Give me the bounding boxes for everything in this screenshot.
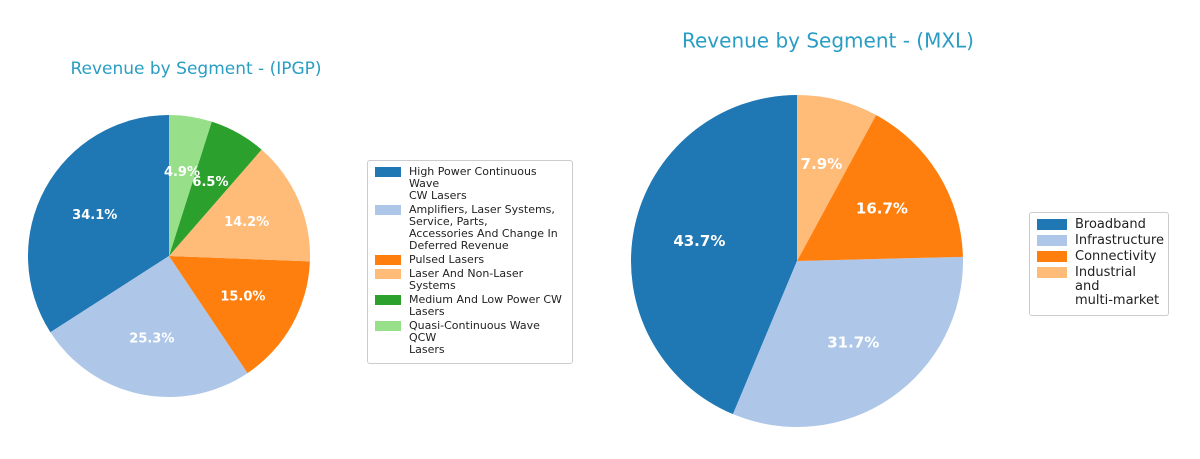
legend: High Power Continuous Wave CW Lasers Ampl…	[367, 160, 573, 364]
legend-label: Laser And Non-Laser Systems	[409, 267, 524, 292]
pie-slice	[169, 121, 262, 256]
legend-item: High Power Continuous Wave CW Lasers	[375, 166, 565, 202]
legend-item: Industrial and multi-market	[1037, 266, 1161, 308]
slice-label: 15.0%	[220, 290, 265, 305]
legend-label: Quasi-Continuous Wave QCW Lasers	[409, 319, 540, 356]
pie-slice	[630, 95, 797, 415]
legend-swatch	[1037, 267, 1067, 278]
legend-swatch	[375, 205, 401, 215]
slice-label: 31.7%	[827, 334, 879, 352]
legend-label: Industrial and multi-market	[1075, 265, 1160, 308]
slice-label: 7.9%	[801, 155, 843, 173]
legend-swatch	[1037, 235, 1067, 246]
slice-label: 6.5%	[192, 175, 228, 190]
slice-label: 16.7%	[856, 199, 908, 217]
pie-slice	[50, 256, 248, 397]
legend-swatch	[375, 269, 401, 279]
pie-slice	[732, 256, 963, 427]
legend-label: Medium And Low Power CW Lasers	[409, 293, 562, 318]
legend-item: Connectivity	[1037, 250, 1161, 264]
slice-label: 25.3%	[129, 331, 174, 346]
legend-label: Infrastructure	[1075, 233, 1164, 248]
slice-label: 34.1%	[72, 208, 117, 223]
legend-swatch	[375, 255, 401, 265]
pie-slice	[28, 115, 170, 333]
chart-title: Revenue by Segment - (MXL)	[682, 29, 974, 53]
legend-item: Quasi-Continuous Wave QCW Lasers	[375, 320, 565, 356]
slice-label: 4.9%	[164, 165, 200, 180]
pie-slice	[169, 256, 310, 374]
legend-swatch	[375, 321, 401, 331]
legend-swatch	[1037, 251, 1067, 262]
legend-label: Broadband	[1075, 217, 1146, 232]
legend-item: Broadband	[1037, 218, 1161, 232]
legend-item: Medium And Low Power CW Lasers	[375, 294, 565, 318]
legend-item: Laser And Non-Laser Systems	[375, 268, 565, 292]
pie-slice	[169, 149, 310, 262]
legend-item: Infrastructure	[1037, 233, 1164, 248]
slice-label: 14.2%	[224, 215, 269, 230]
pie-slice	[797, 95, 877, 261]
legend-label: Amplifiers, Laser Systems, Service, Part…	[409, 203, 558, 252]
pie-slice	[797, 115, 963, 261]
legend-item: Amplifiers, Laser Systems, Service, Part…	[375, 204, 565, 252]
legend-label: Connectivity	[1075, 249, 1157, 264]
legend-item: Pulsed Lasers	[375, 254, 565, 266]
legend-label: High Power Continuous Wave CW Lasers	[409, 165, 537, 202]
slice-label: 43.7%	[673, 232, 725, 250]
legend-swatch	[375, 295, 401, 305]
pie-slice	[169, 115, 212, 256]
legend: Broadband Infrastructure Connectivity Indus…	[1029, 212, 1169, 316]
legend-swatch	[1037, 219, 1067, 230]
legend-swatch	[375, 167, 401, 177]
legend-label: Pulsed Lasers	[409, 253, 485, 266]
chart-title: Revenue by Segment - (IPGP)	[70, 59, 321, 79]
